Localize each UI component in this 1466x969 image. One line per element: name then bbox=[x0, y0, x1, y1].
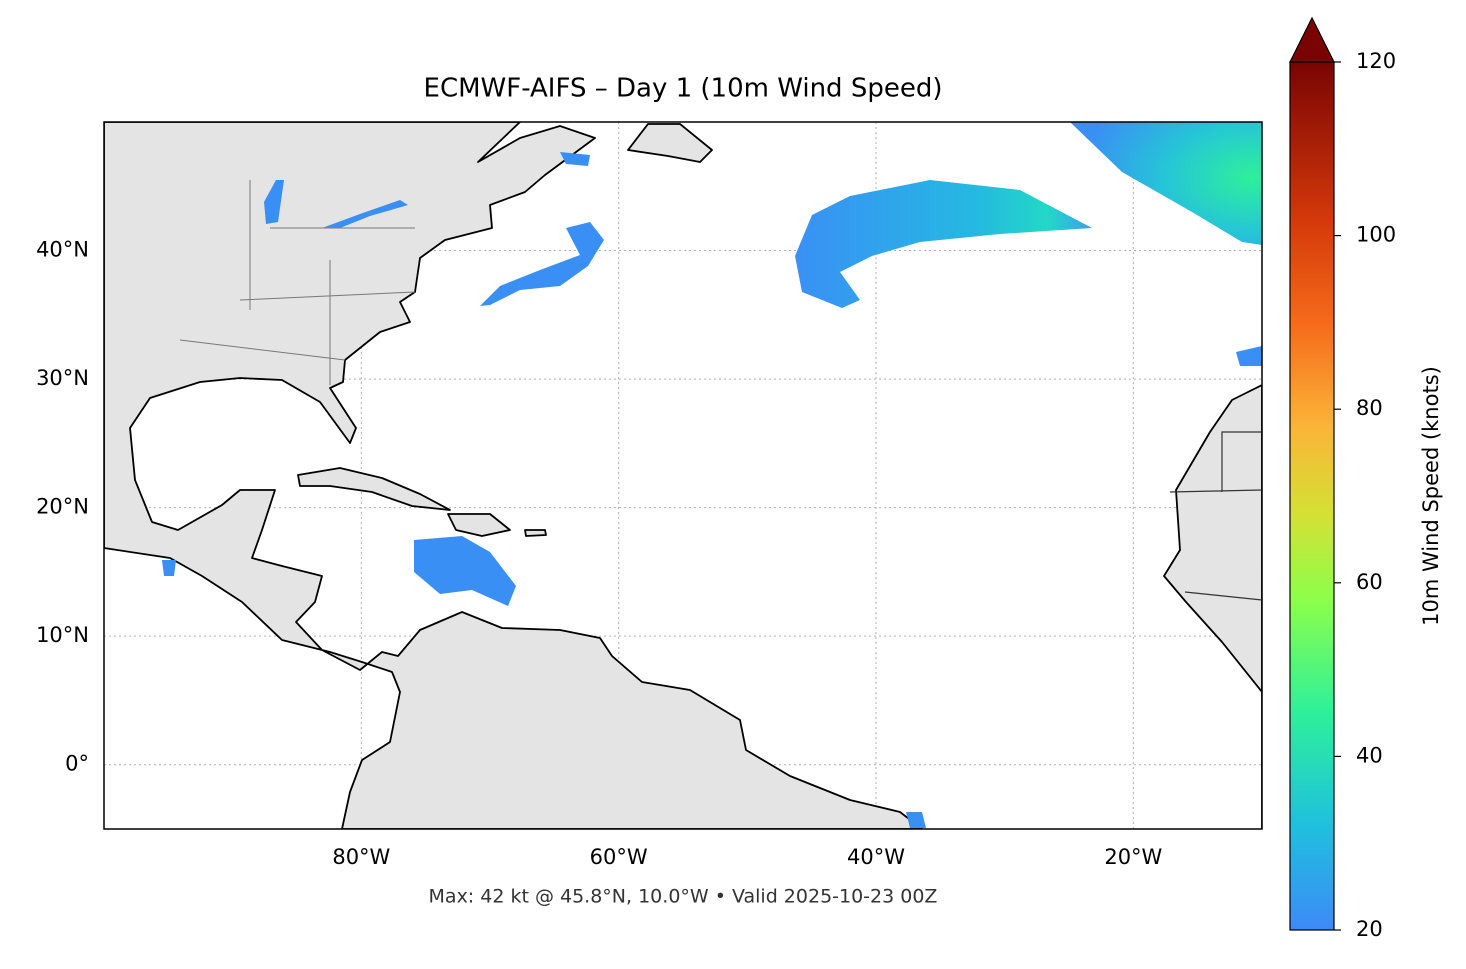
wind-field bbox=[264, 180, 284, 224]
country-borders bbox=[1169, 431, 1262, 601]
wind-field bbox=[162, 560, 176, 576]
hispaniola bbox=[447, 513, 511, 537]
y-tick-label: 0° bbox=[65, 752, 89, 776]
wind-field bbox=[414, 536, 516, 606]
colorbar-tick-label: 80 bbox=[1356, 396, 1383, 420]
plot-area bbox=[104, 122, 1262, 829]
newfoundland bbox=[627, 123, 713, 163]
y-tick-label: 20°N bbox=[36, 495, 89, 519]
wind-field bbox=[795, 180, 1092, 308]
y-tick-label: 10°N bbox=[36, 623, 89, 647]
puerto-rico bbox=[524, 529, 547, 537]
map-title: ECMWF-AIFS – Day 1 (10m Wind Speed) bbox=[424, 74, 943, 104]
x-tick-label: 80°W bbox=[332, 845, 390, 869]
colorbar-tick-label: 40 bbox=[1356, 743, 1383, 767]
wind-field bbox=[322, 200, 408, 228]
colorbar-tick-label: 20 bbox=[1356, 917, 1383, 941]
axes: 80°W 60°W 40°W 20°W 0° 10°N 20°N 30°N 40°N bbox=[36, 238, 1162, 869]
colorbar-label: 10m Wind Speed (knots) bbox=[1419, 366, 1443, 626]
x-tick-label: 40°W bbox=[847, 845, 905, 869]
wind-field bbox=[906, 812, 926, 828]
colorbar-gradient bbox=[1289, 61, 1335, 931]
wind-field bbox=[1070, 122, 1262, 245]
x-tick-label: 60°W bbox=[590, 845, 648, 869]
colorbar-tick-label: 120 bbox=[1356, 49, 1396, 73]
y-tick-label: 40°N bbox=[36, 238, 89, 262]
colorbar: 20 40 60 80 100 120 10m Wind Speed (knots) bbox=[1289, 16, 1443, 941]
americas bbox=[104, 122, 923, 829]
wind-field bbox=[1236, 346, 1262, 366]
wind-field bbox=[480, 222, 604, 306]
cuba bbox=[297, 467, 451, 511]
y-tick-label: 30°N bbox=[36, 366, 89, 390]
plot-frame bbox=[103, 121, 1263, 830]
state-borders bbox=[179, 180, 416, 385]
x-tick-label: 20°W bbox=[1104, 845, 1162, 869]
wind-field bbox=[560, 152, 590, 166]
grid bbox=[104, 122, 1262, 829]
colorbar-tick-label: 60 bbox=[1356, 570, 1383, 594]
africa bbox=[1163, 384, 1262, 829]
colorbar-extend bbox=[1289, 16, 1335, 63]
footer-note: Max: 42 kt @ 45.8°N, 10.0°W • Valid 2025… bbox=[429, 886, 938, 908]
colorbar-tick-label: 100 bbox=[1356, 223, 1396, 247]
